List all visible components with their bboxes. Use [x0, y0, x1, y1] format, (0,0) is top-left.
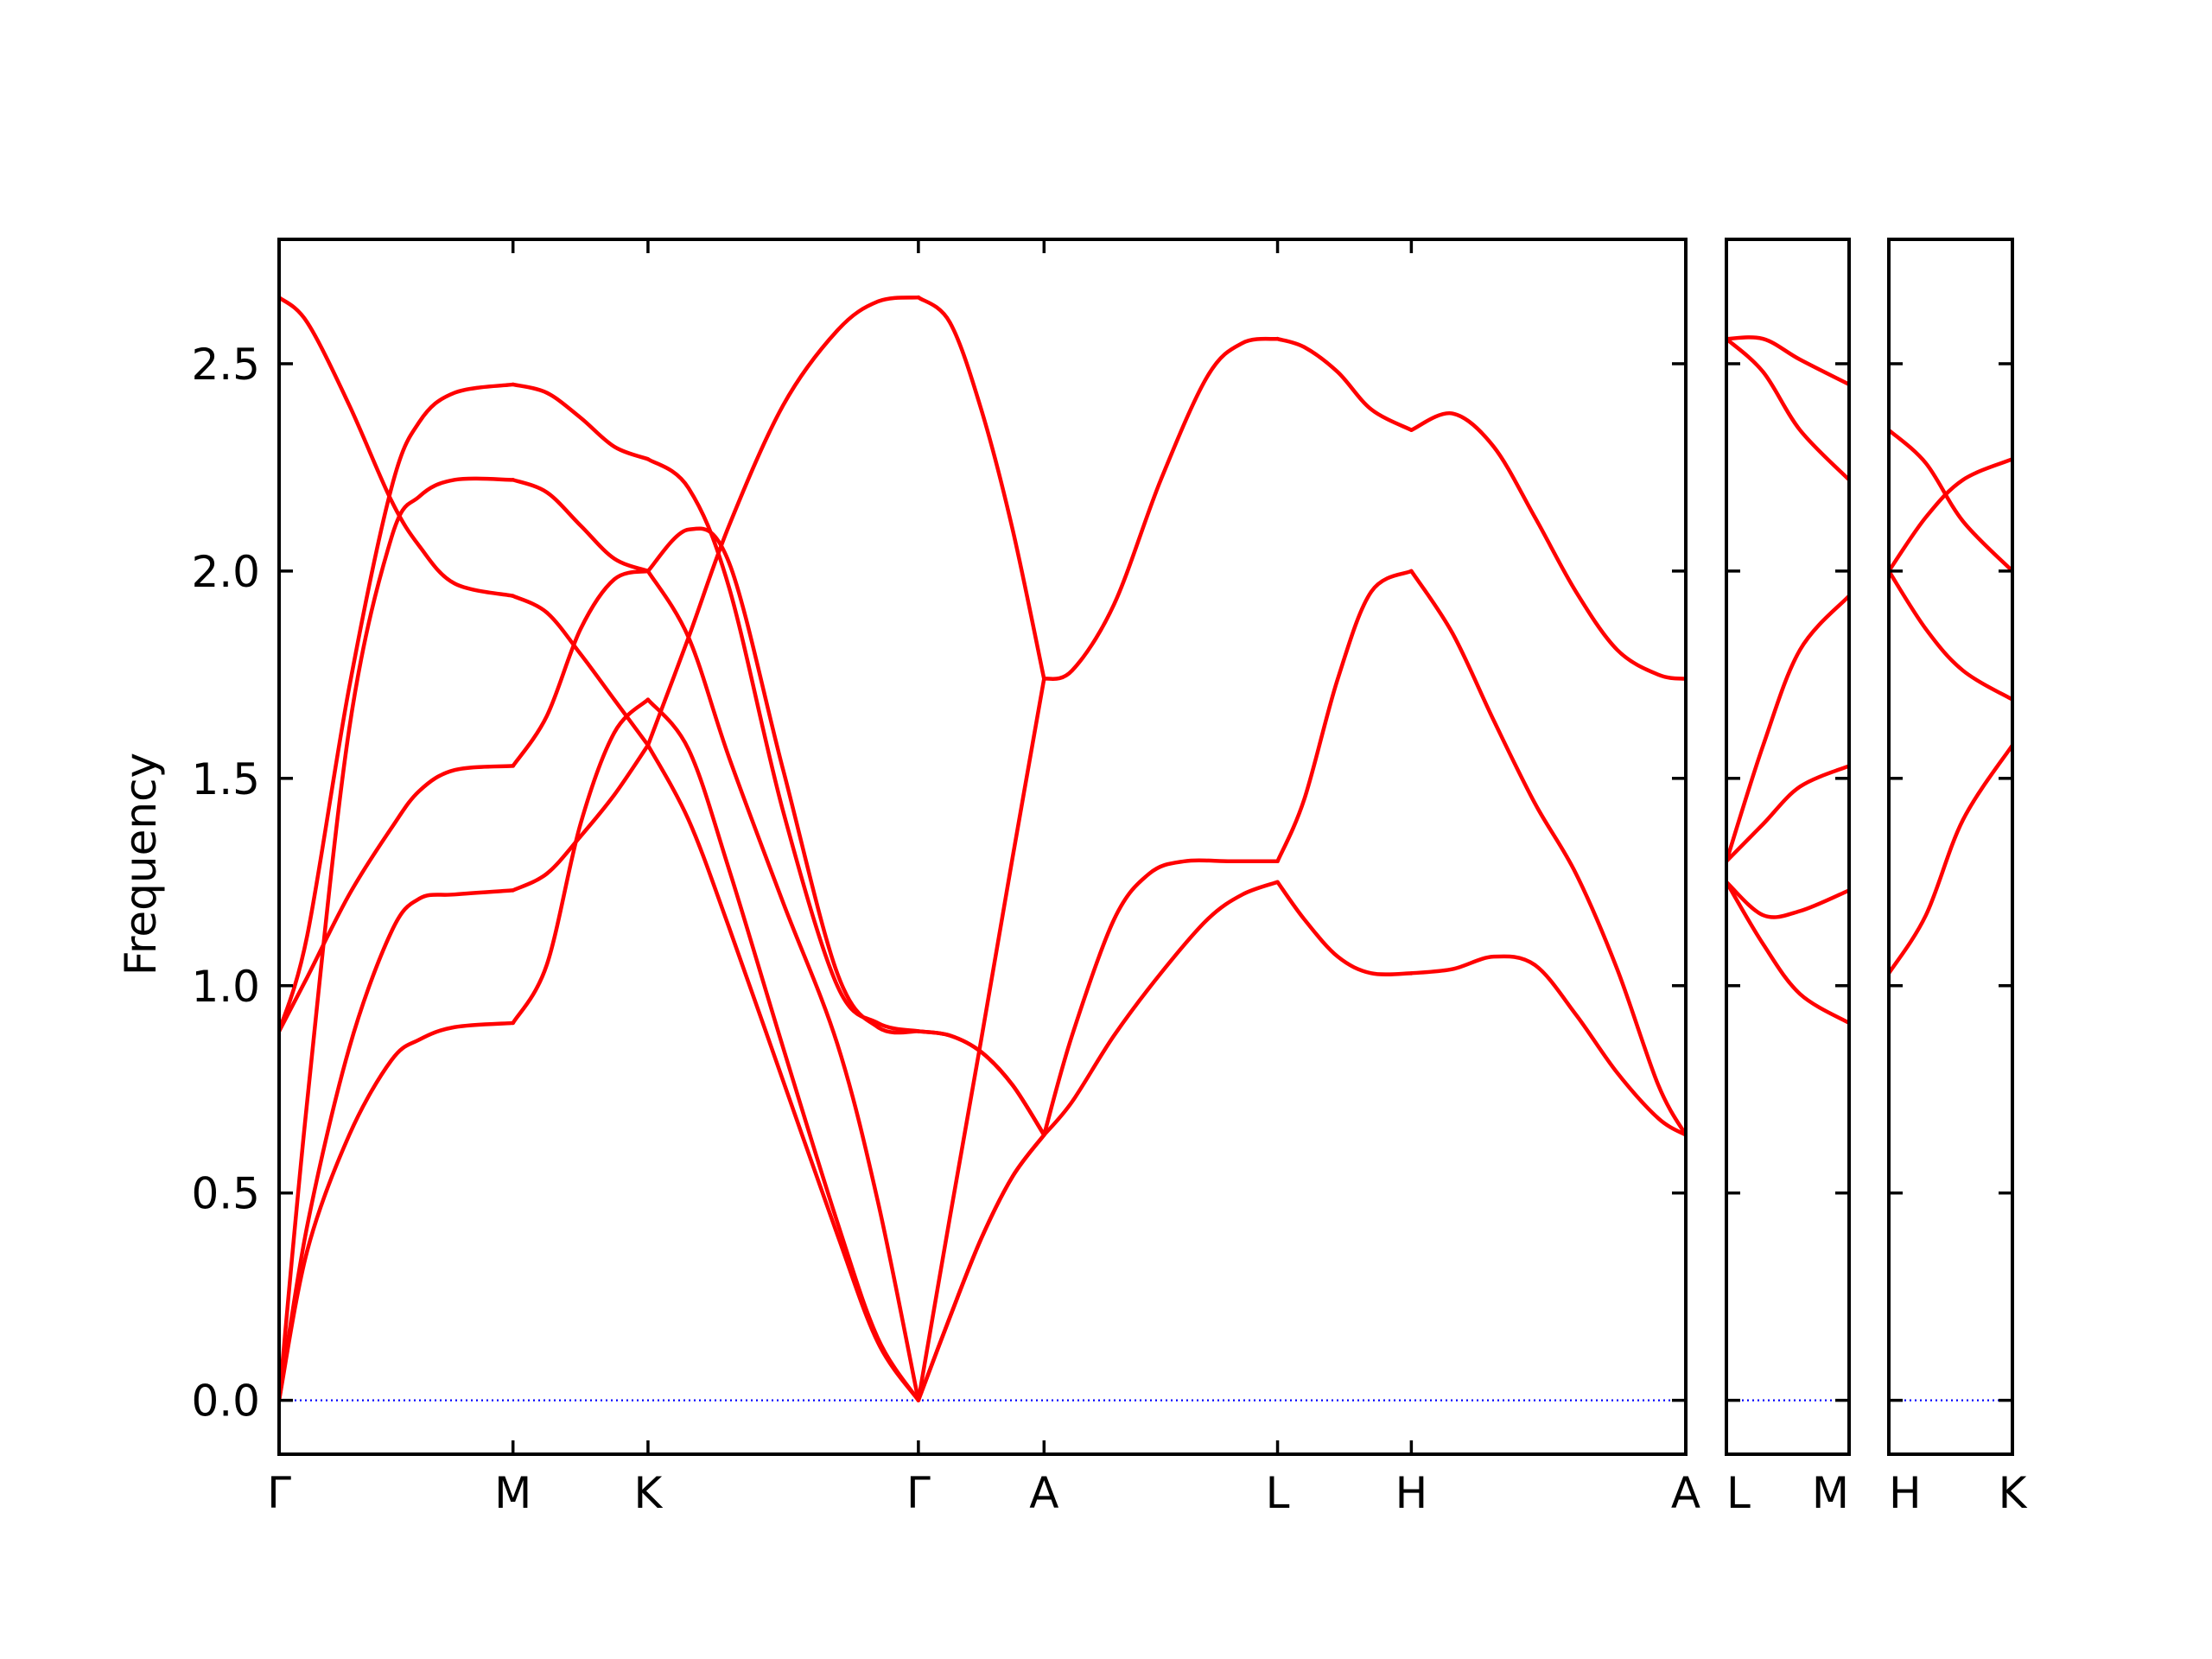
band-line-K-Γ-5: [645, 457, 921, 1033]
panel-2-data: [1726, 335, 1849, 1402]
y-axis-label: Frequency: [116, 753, 166, 976]
band-line-H-A-1: [1409, 954, 1686, 1137]
panel-1-data: [279, 295, 1686, 1402]
x-tick-label-L: L: [1726, 1468, 1751, 1518]
y-tick-label: 2.5: [191, 340, 260, 390]
panel-3-data: [1889, 428, 2012, 1402]
x-tick-label-M: M: [1812, 1468, 1849, 1518]
band-line-M-K-4: [511, 569, 651, 768]
band-line-Γ-A-2: [916, 1133, 1046, 1402]
x-tick-label-H: H: [1395, 1468, 1428, 1518]
band-line-K-Γ-1: [645, 743, 921, 1402]
x-tick-label-Γ: Γ: [267, 1468, 291, 1518]
y-tick-label: 1.5: [191, 754, 260, 804]
band-line-L-M-4: [1726, 594, 1849, 864]
x-tick-label-H: H: [1889, 1468, 1922, 1518]
x-tick-label-A: A: [1029, 1468, 1058, 1518]
band-line-Γ-M-6: [279, 295, 515, 598]
band-line-K-Γ-2: [645, 697, 921, 1402]
x-tick-label-Γ: Γ: [906, 1468, 931, 1518]
y-tick-label: 0.5: [191, 1169, 260, 1219]
band-line-L-M-5: [1726, 336, 1849, 482]
band-line-M-K-6: [511, 594, 651, 747]
band-line-Γ-A-5: [916, 1029, 1046, 1137]
band-line-H-K-3: [1889, 457, 2012, 574]
band-line-H-K-1: [1889, 743, 2012, 976]
band-line-M-K-5: [511, 382, 651, 461]
band-line-L-M-3: [1726, 764, 1849, 864]
band-line-H-K-4: [1889, 428, 2012, 574]
x-tick-label-M: M: [494, 1468, 531, 1518]
panel-frame: [1887, 238, 2014, 1456]
panel-frame: [277, 238, 1688, 1456]
band-line-Γ-A-3: [916, 677, 1046, 1402]
band-line-M-K-1: [511, 743, 651, 893]
x-tick-label-L: L: [1266, 1468, 1290, 1518]
x-tick-label-K: K: [634, 1468, 664, 1518]
y-tick-label: 0.0: [191, 1376, 260, 1427]
band-line-H-K-2: [1889, 569, 2012, 702]
band-line-L-M-2: [1726, 880, 1849, 919]
panel-1: 0.0 0.5 1.0 1.5 2.0 2.5 Γ M K Γ A L H A: [191, 238, 1700, 1518]
band-line-M-K-2: [511, 697, 651, 1026]
band-line-M-K-3: [511, 478, 651, 574]
y-tick-label: 1.0: [191, 962, 260, 1012]
band-line-L-H-1: [1275, 880, 1414, 977]
band-line-Γ-M-4: [279, 764, 515, 1033]
band-line-K-Γ-4: [645, 526, 921, 1035]
x-tick-label-K: K: [1999, 1468, 2028, 1518]
panel-frame: [1725, 238, 1851, 1456]
band-line-Γ-A-1: [916, 1133, 1046, 1402]
band-line-L-H-2: [1275, 569, 1414, 864]
band-line-Γ-M-1: [279, 888, 515, 1402]
band-line-H-A-2: [1409, 569, 1686, 1137]
band-line-A-L-2: [1042, 858, 1280, 1137]
band-line-H-A-3: [1409, 411, 1686, 681]
y-tick-label: 2.0: [191, 547, 260, 597]
band-line-A-L-1: [1042, 880, 1280, 1137]
band-line-Γ-M-3: [279, 476, 515, 1402]
band-line-L-M-6: [1726, 335, 1849, 387]
band-line-Γ-M-5: [279, 382, 515, 1033]
band-line-A-L-3: [1042, 336, 1280, 681]
band-line-K-Γ-6: [645, 295, 921, 747]
band-line-K-Γ-3: [645, 569, 921, 1402]
band-line-Γ-M-2: [279, 1020, 515, 1402]
band-line-L-M-1: [1726, 880, 1849, 1026]
x-tick-label-A: A: [1671, 1468, 1700, 1518]
band-line-Γ-A-6: [916, 295, 1046, 681]
band-line-L-H-3: [1275, 336, 1414, 432]
